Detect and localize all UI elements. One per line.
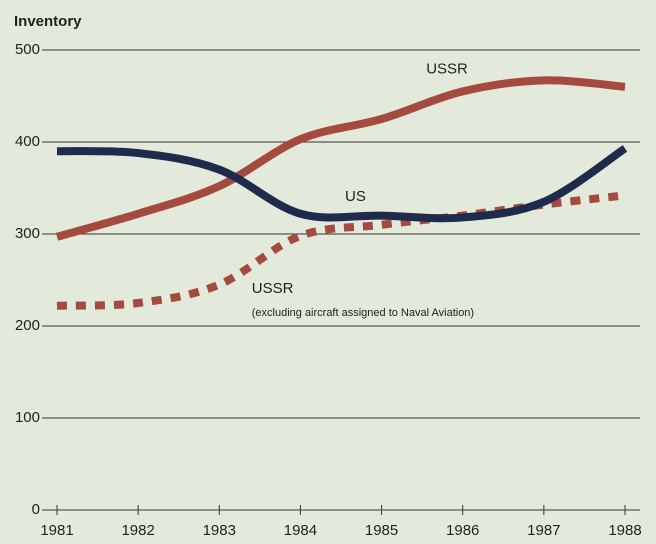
x-tick-label: 1988 xyxy=(608,522,641,539)
y-tick-label: 100 xyxy=(15,409,40,426)
y-tick-label: 200 xyxy=(15,317,40,334)
y-tick-label: 0 xyxy=(32,501,40,518)
y-tick-label: 300 xyxy=(15,225,40,242)
x-tick-label: 1984 xyxy=(284,522,317,539)
series-line xyxy=(56,145,628,223)
x-tick-label: 1986 xyxy=(446,522,479,539)
annotation: (excluding aircraft assigned to Naval Av… xyxy=(252,307,474,319)
x-tick-label: 1987 xyxy=(527,522,560,539)
x-tick-label: 1982 xyxy=(121,522,154,539)
series-label: USSR xyxy=(426,60,468,77)
series-label: US xyxy=(345,188,366,205)
x-tick-label: 1983 xyxy=(203,522,236,539)
y-axis-label: Inventory xyxy=(14,13,82,30)
series-line xyxy=(55,76,626,241)
x-tick-label: 1985 xyxy=(365,522,398,539)
series-label: USSR xyxy=(252,280,294,297)
y-tick-label: 500 xyxy=(15,41,40,58)
y-tick-label: 400 xyxy=(15,133,40,150)
x-tick-label: 1981 xyxy=(40,522,73,539)
